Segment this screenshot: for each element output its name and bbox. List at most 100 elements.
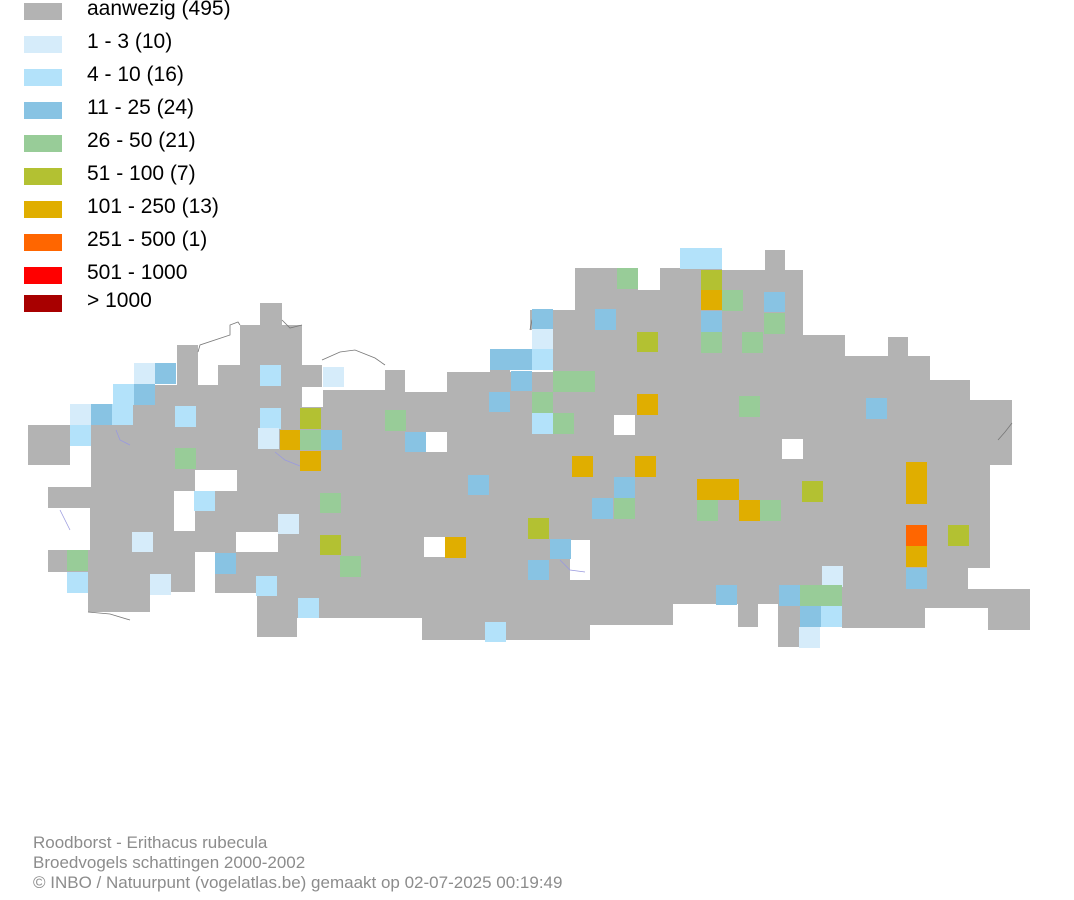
grid-cell-c1 — [323, 367, 344, 387]
river — [559, 559, 586, 573]
legend-swatch — [24, 201, 62, 218]
legend-label: 51 - 100 (7) — [87, 162, 196, 185]
grid-cell-c4 — [553, 413, 574, 434]
map-hole — [614, 415, 635, 435]
grid-cell-c4 — [340, 556, 361, 577]
grid-cell-c3 — [866, 398, 887, 419]
grid-cell-c5 — [637, 332, 658, 352]
grid-cell-c6 — [906, 546, 927, 567]
grid-cell-c3 — [764, 292, 785, 312]
grid-cell-c2 — [175, 406, 196, 427]
grid-cell-c3 — [321, 430, 342, 450]
map-hole — [236, 532, 278, 552]
grid-cell-c3 — [595, 309, 616, 330]
boundary-lines — [87, 314, 1013, 621]
grid-cell-c5 — [320, 535, 341, 555]
grid-cell-c2 — [260, 365, 281, 386]
grid-cell-c5 — [802, 481, 823, 502]
grid-cell-c4 — [532, 392, 553, 413]
grid-cell-c5 — [701, 270, 722, 290]
grid-cell-c6 — [906, 462, 927, 483]
grid-cell-c4 — [722, 290, 743, 311]
grid-cell-c5 — [948, 525, 969, 546]
legend-label: 11 - 25 (24) — [87, 96, 194, 119]
grid-cell-c1 — [134, 363, 155, 384]
grid-cell-c6 — [637, 394, 658, 415]
grid-cell-c4 — [553, 371, 595, 392]
grid-cell-c4 — [739, 396, 760, 417]
grid-cell-c2 — [67, 572, 88, 593]
grid-cell-c3 — [906, 568, 927, 589]
credits: © INBO / Natuurpunt (vogelatlas.be) gema… — [33, 873, 563, 892]
legend-label: 4 - 10 (16) — [87, 63, 184, 86]
grid-cell-c7 — [906, 525, 927, 546]
grid-cell-c6 — [739, 500, 760, 521]
grid-cell-c6 — [906, 483, 927, 504]
legend-label: 1 - 3 (10) — [87, 30, 173, 53]
grid-cell-c4 — [764, 313, 785, 334]
count-cells — [67, 248, 969, 648]
grid-cell-c3 — [716, 585, 737, 605]
grid-cell-c4 — [175, 448, 196, 469]
map-hole — [302, 387, 323, 407]
grid-cell-c1 — [70, 404, 91, 425]
grid-cell-c4 — [701, 332, 722, 353]
grid-cell-c3 — [532, 309, 553, 329]
grid-cell-c3 — [592, 498, 613, 519]
legend-label: 501 - 1000 — [87, 261, 188, 284]
grid-cell-c3 — [550, 539, 571, 559]
map-hole — [424, 537, 445, 557]
grid-cell-c4 — [385, 410, 406, 431]
grid-cell-c6 — [701, 290, 722, 310]
grid-cell-c3 — [490, 349, 532, 370]
border-line — [321, 349, 386, 366]
legend-swatch — [24, 102, 62, 119]
grid-cell-c6 — [635, 456, 656, 477]
grid-cell-c4 — [617, 268, 638, 289]
border-line — [87, 611, 131, 621]
grid-cell-c4 — [742, 332, 763, 353]
map-hole — [70, 447, 91, 487]
grid-cell-c2 — [532, 349, 553, 370]
legend-swatch — [24, 168, 62, 185]
dataset-subtitle: Broedvogels schattingen 2000-2002 — [33, 853, 306, 872]
legend-label: 251 - 500 (1) — [87, 228, 208, 251]
legend-label: 26 - 50 (21) — [87, 129, 196, 152]
grid-cell-c3 — [468, 475, 489, 495]
grid-cell-c2 — [821, 606, 842, 627]
base-grid — [28, 250, 1030, 647]
grid-cell-c2 — [298, 598, 319, 618]
map-hole — [570, 540, 590, 580]
legend-label: 101 - 250 (13) — [87, 195, 219, 218]
border-line — [197, 321, 241, 353]
map-hole — [195, 470, 237, 491]
grid-cell-c1 — [278, 514, 299, 534]
species-title: Roodborst - Erithacus rubecula — [33, 833, 268, 852]
grid-cell-c1 — [532, 329, 553, 349]
legend-swatch — [24, 234, 62, 251]
river — [115, 429, 131, 446]
grid-cell-c6 — [572, 456, 593, 477]
river — [274, 451, 301, 467]
grid-cell-c3 — [800, 606, 821, 627]
grid-cell-c2 — [256, 576, 277, 596]
river — [59, 509, 71, 531]
grid-cell-c1 — [258, 428, 279, 449]
grid-cell-c3 — [701, 311, 722, 332]
legend-label: aanwezig (495) — [87, 0, 231, 20]
grid-cell-c6 — [300, 451, 321, 471]
grid-cell-c3 — [405, 432, 426, 452]
grid-cell-c4 — [697, 500, 718, 521]
grid-cell-c2 — [532, 413, 553, 434]
grid-cell-c2 — [113, 384, 134, 405]
legend-swatch — [24, 295, 62, 312]
grid-cell-c4 — [760, 500, 781, 521]
grid-block — [28, 250, 1030, 647]
grid-cell-c3 — [215, 553, 236, 574]
grid-cell-c3 — [134, 384, 155, 405]
grid-cell-c4 — [320, 493, 341, 513]
grid-cell-c2 — [680, 248, 722, 269]
grid-cell-c6 — [445, 537, 466, 558]
grid-cell-c4 — [614, 498, 635, 519]
holes — [70, 387, 803, 580]
